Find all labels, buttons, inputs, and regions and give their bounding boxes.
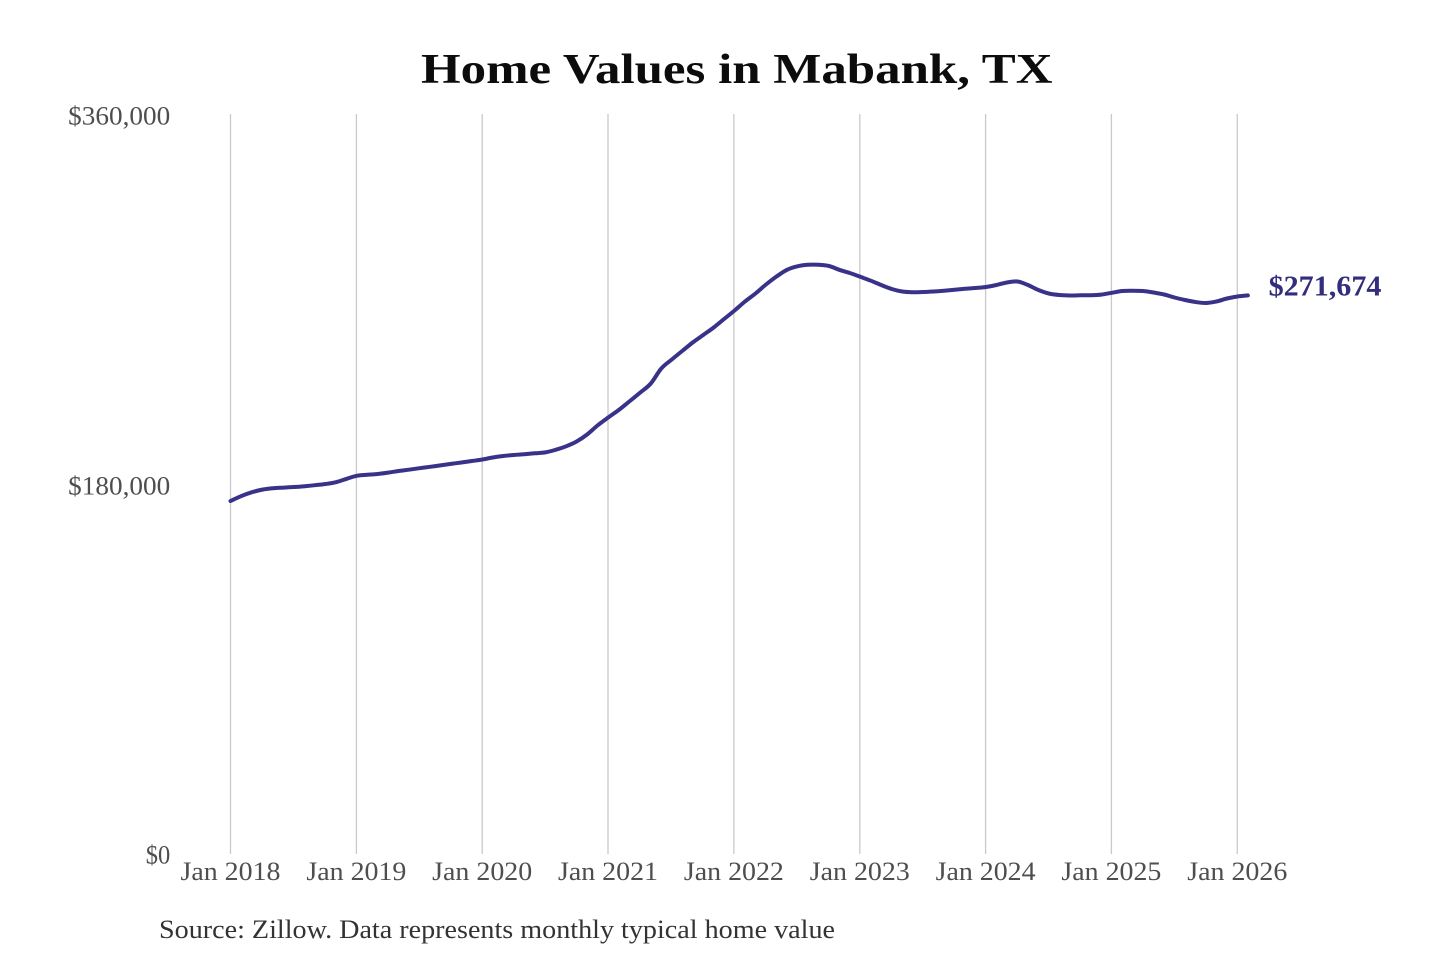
svg-text:Jan 2018: Jan 2018: [181, 856, 281, 886]
svg-text:$360,000: $360,000: [68, 101, 170, 131]
svg-text:Jan 2026: Jan 2026: [1187, 856, 1287, 886]
svg-text:$271,674: $271,674: [1269, 271, 1382, 303]
svg-text:$180,000: $180,000: [68, 470, 170, 500]
svg-text:Jan 2024: Jan 2024: [936, 856, 1036, 886]
svg-text:Jan 2021: Jan 2021: [558, 856, 658, 886]
svg-text:Jan 2025: Jan 2025: [1061, 856, 1161, 886]
svg-text:Jan 2023: Jan 2023: [810, 856, 910, 886]
svg-text:Jan 2020: Jan 2020: [432, 856, 532, 886]
svg-text:Home Values in Mabank, TX: Home Values in Mabank, TX: [421, 46, 1053, 93]
svg-text:Jan 2019: Jan 2019: [306, 856, 406, 886]
svg-text:Jan 2022: Jan 2022: [684, 856, 784, 886]
svg-text:$0: $0: [146, 839, 171, 869]
svg-text:Source: Zillow. Data represent: Source: Zillow. Data represents monthly …: [159, 915, 835, 944]
